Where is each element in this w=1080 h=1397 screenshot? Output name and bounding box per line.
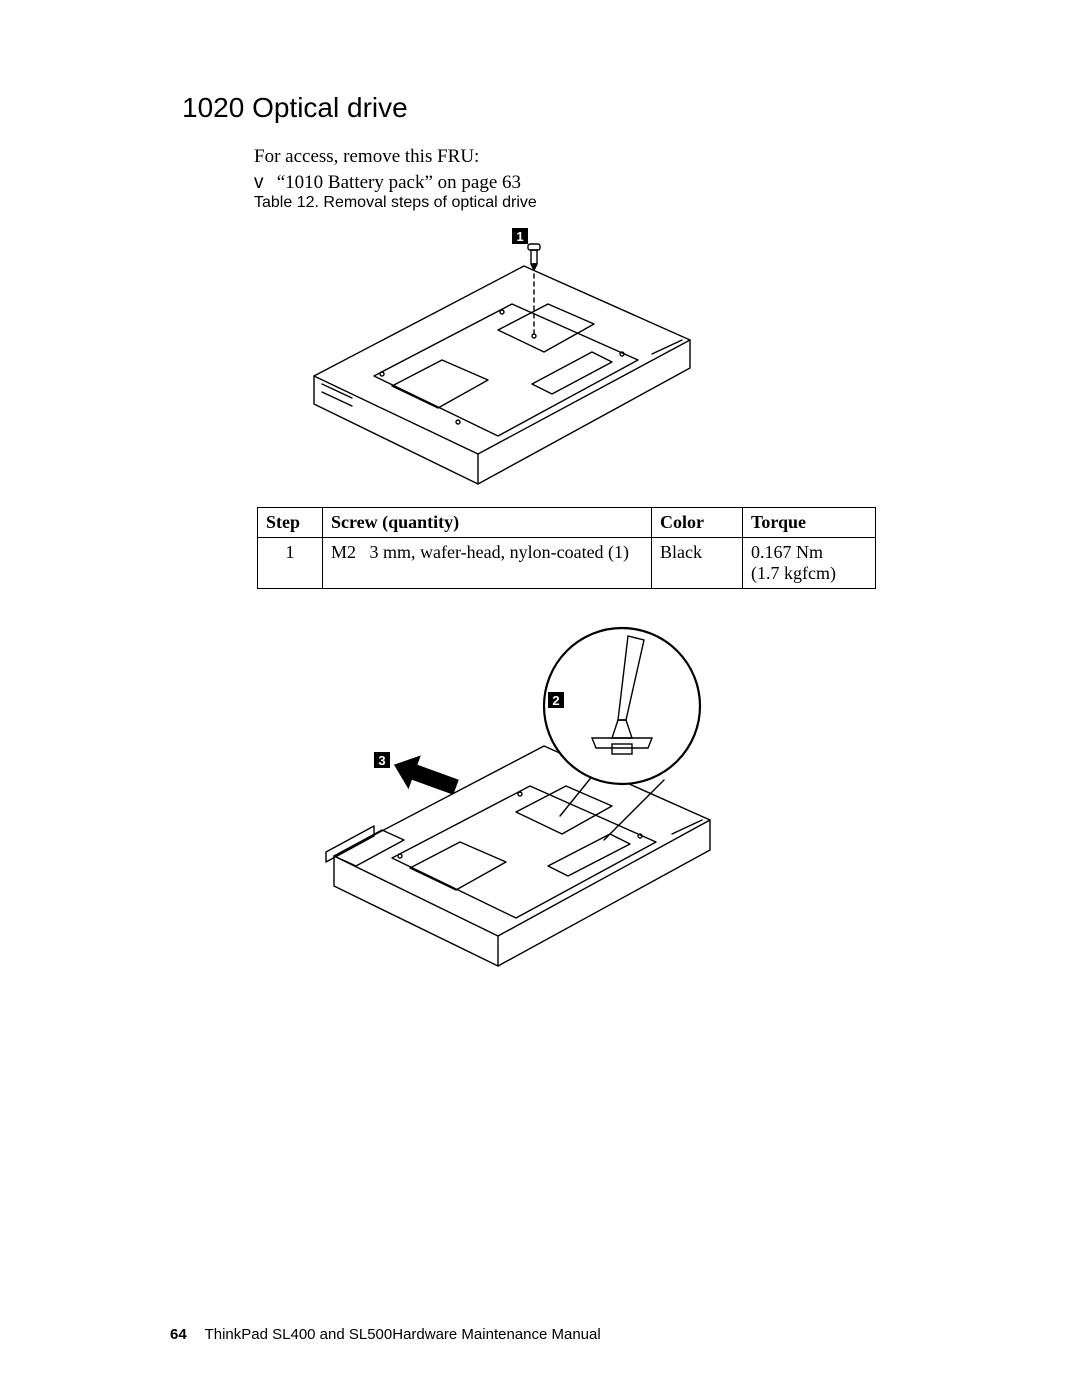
svg-text:1: 1	[516, 229, 523, 244]
document-page: 1020 Optical drive For access, remove th…	[0, 0, 1080, 1397]
intro-line-1: For access, remove this FRU:	[254, 144, 521, 170]
torque-secondary: (1.7 kgfcm)	[751, 563, 836, 583]
th-color: Color	[652, 508, 743, 538]
table-header-row: Step Screw (quantity) Color Torque	[258, 508, 876, 538]
th-screw: Screw (quantity)	[323, 508, 652, 538]
th-step: Step	[258, 508, 323, 538]
td-screw: M2 3 mm, wafer-head, nylon-coated (1)	[323, 538, 652, 589]
svg-text:2: 2	[552, 693, 559, 708]
intro-link-text: “1010 Battery pack” on page 63	[277, 172, 521, 193]
screw-table: Step Screw (quantity) Color Torque 1 M2 …	[257, 507, 876, 589]
td-color: Black	[652, 538, 743, 589]
bullet-char: v	[254, 170, 272, 196]
intro-block: For access, remove this FRU: v “1010 Bat…	[254, 144, 521, 196]
td-step: 1	[258, 538, 323, 589]
torque-primary: 0.167 Nm	[751, 542, 823, 562]
callout-3: 3	[374, 752, 390, 768]
svg-text:3: 3	[378, 753, 385, 768]
th-torque: Torque	[743, 508, 876, 538]
section-title: 1020 Optical drive	[182, 92, 408, 124]
page-footer: 64 ThinkPad SL400 and SL500Hardware Main…	[170, 1326, 601, 1343]
detail-circle	[544, 628, 700, 784]
td-torque: 0.167 Nm (1.7 kgfcm)	[743, 538, 876, 589]
intro-bullet-line: v “1010 Battery pack” on page 63	[254, 170, 521, 196]
figure-2-optical-drive-remove: 2 3	[292, 620, 722, 1016]
arrow-icon	[388, 748, 462, 804]
callout-2: 2	[548, 692, 564, 708]
page-number: 64	[170, 1326, 187, 1343]
screw-prefix: M2	[331, 542, 356, 562]
callout-1: 1	[512, 228, 528, 244]
figure-1-optical-drive-screw: 1	[292, 226, 702, 490]
screw-desc: 3 mm, wafer-head, nylon-coated (1)	[370, 542, 630, 562]
table-caption: Table 12. Removal steps of optical drive	[254, 194, 537, 212]
footer-text: ThinkPad SL400 and SL500Hardware Mainten…	[205, 1326, 601, 1343]
table-row: 1 M2 3 mm, wafer-head, nylon-coated (1) …	[258, 538, 876, 589]
